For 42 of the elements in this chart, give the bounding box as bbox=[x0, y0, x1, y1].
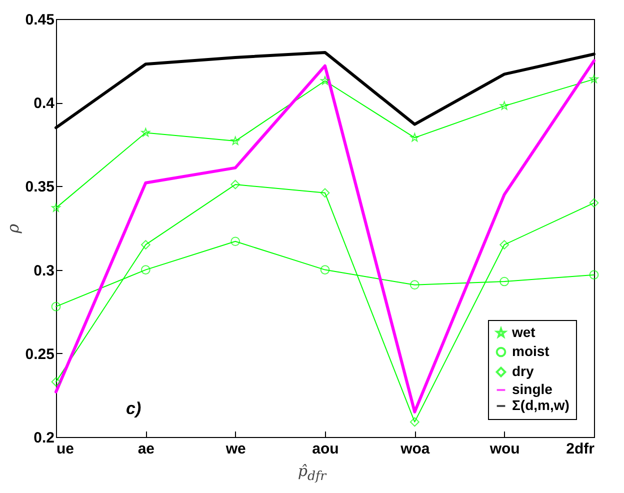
point bbox=[320, 76, 330, 85]
point bbox=[500, 101, 509, 110]
point bbox=[500, 240, 510, 250]
x-axis-title: p̂$_{dfr}$ bbox=[296, 462, 328, 483]
point bbox=[410, 280, 420, 290]
point bbox=[500, 276, 510, 286]
legend-label: Σ(d,m,w) bbox=[512, 397, 570, 413]
point bbox=[52, 203, 60, 212]
y-tick-label: 0.4 bbox=[34, 95, 56, 112]
x-tick-label: wou bbox=[488, 440, 520, 458]
y-tick-label: 0.35 bbox=[25, 178, 54, 196]
point bbox=[320, 265, 330, 274]
point bbox=[589, 198, 599, 208]
point bbox=[320, 188, 330, 198]
point bbox=[51, 377, 61, 387]
annotation: c) bbox=[126, 399, 142, 418]
x-tick-label: ue bbox=[56, 440, 74, 458]
x-tick-label: aou bbox=[312, 440, 339, 458]
x-tick-label: 2dfr bbox=[566, 440, 595, 458]
point bbox=[590, 74, 598, 84]
point bbox=[140, 240, 150, 250]
legend-label: wet bbox=[511, 324, 536, 340]
point bbox=[410, 133, 420, 142]
point bbox=[51, 302, 61, 312]
point bbox=[141, 128, 150, 137]
point bbox=[589, 270, 599, 280]
x-tick-label: woa bbox=[400, 440, 430, 458]
point bbox=[410, 417, 420, 427]
y-axis-title: ρ bbox=[3, 223, 22, 234]
y-tick-label: 0.25 bbox=[25, 346, 54, 363]
x-tick-label: we bbox=[224, 440, 246, 458]
legend-label: moist bbox=[512, 343, 550, 359]
y-tick-label: 0.2 bbox=[34, 430, 54, 446]
point bbox=[140, 265, 150, 274]
legend-label: single bbox=[512, 381, 553, 397]
point bbox=[230, 236, 240, 246]
y-tick-label: 0.45 bbox=[25, 12, 54, 28]
y-tick-label: 0.3 bbox=[34, 262, 54, 280]
legend-label: dry bbox=[512, 363, 534, 379]
point bbox=[230, 136, 240, 145]
point bbox=[230, 180, 240, 190]
x-tick-label: ae bbox=[138, 440, 155, 458]
